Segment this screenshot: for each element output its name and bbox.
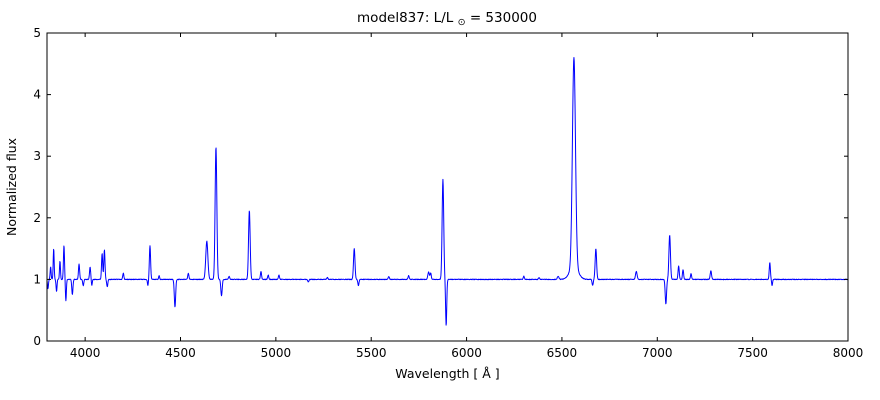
- plot-title-suffix: = 530000: [470, 10, 537, 26]
- x-tick-label: 6000: [451, 346, 482, 360]
- y-tick-label: 1: [33, 272, 41, 286]
- plot-title-prefix: model837: L/L: [357, 10, 454, 26]
- x-tick-label: 6500: [547, 346, 578, 360]
- spectrum-line: [46, 57, 849, 326]
- y-tick-label: 3: [33, 149, 41, 163]
- x-tick-label: 4000: [70, 346, 101, 360]
- x-tick-label: 5000: [261, 346, 292, 360]
- plot-border: [46, 32, 849, 342]
- plot-title-sun-subscript: ⊙: [458, 17, 466, 28]
- y-tick-label: 2: [33, 211, 41, 225]
- plot-title: model837: L/L ⊙ = 530000: [357, 10, 537, 29]
- y-tick-label: 5: [33, 26, 41, 40]
- y-tick-label: 0: [33, 334, 41, 348]
- x-tick-label: 4500: [165, 346, 196, 360]
- x-tick-label: 5500: [356, 346, 387, 360]
- x-axis-label: Wavelength [ Å ]: [395, 366, 499, 381]
- y-axis-label: Normalized flux: [4, 138, 19, 236]
- x-tick-label: 7500: [737, 346, 768, 360]
- plot-content-layer: 4000 4500 5000 5500 6000 6500 7000 7500 8000 0 1 2 3…: [33, 26, 863, 360]
- y-tick-label: 4: [33, 88, 41, 102]
- x-tick-label: 8000: [833, 346, 864, 360]
- x-tick-label: 7000: [642, 346, 673, 360]
